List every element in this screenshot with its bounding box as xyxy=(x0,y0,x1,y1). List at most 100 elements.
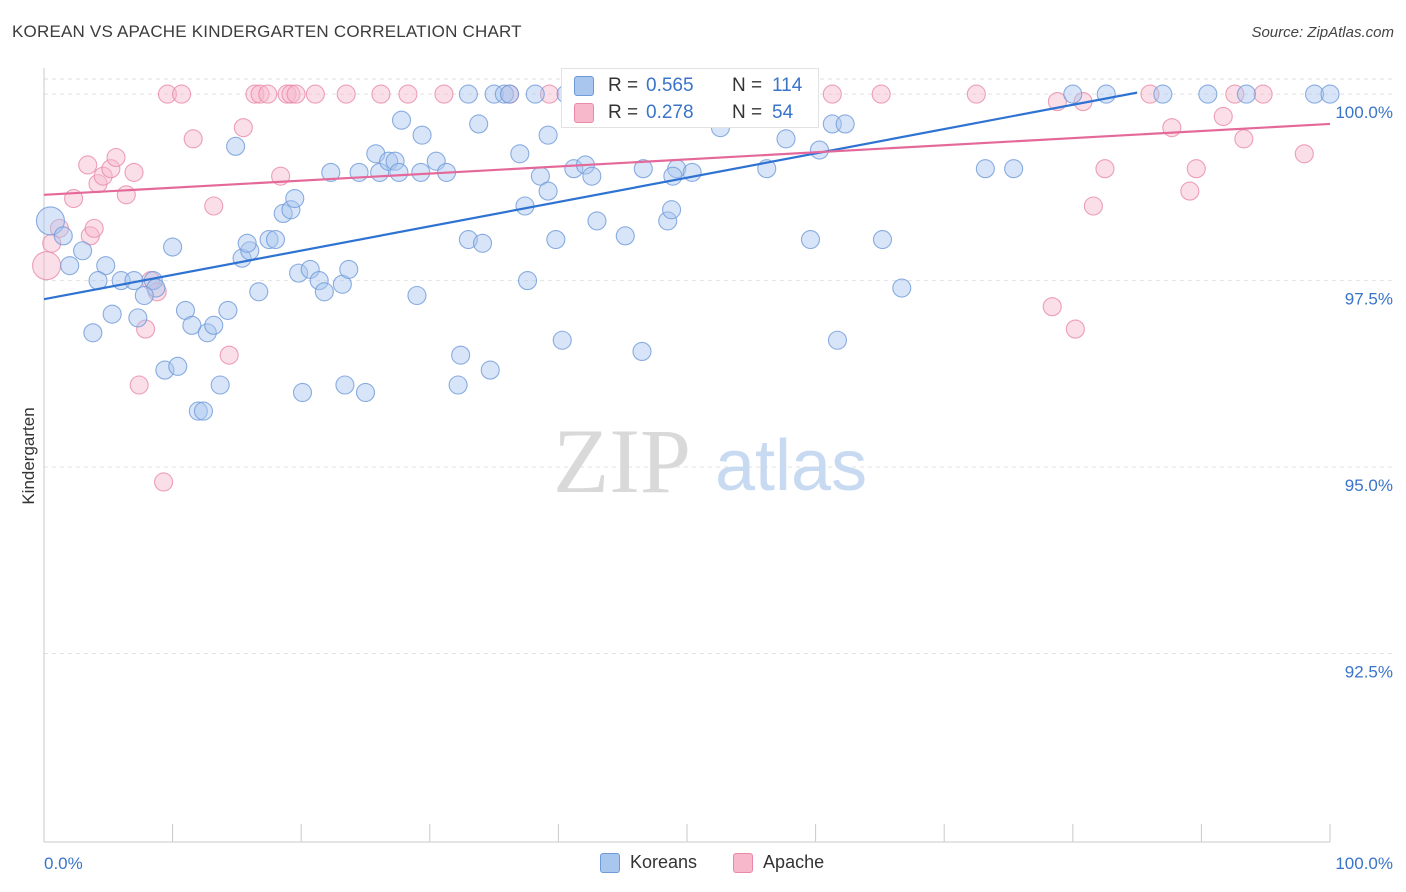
apache-n-label: N = xyxy=(732,102,763,123)
x-tick-label: 100.0% xyxy=(1335,854,1393,873)
koreans-point xyxy=(102,304,122,324)
koreans-point xyxy=(633,159,653,179)
koreans-point xyxy=(193,401,214,421)
y-tick-label: 97.5% xyxy=(1345,290,1393,309)
koreans-point xyxy=(632,341,652,361)
koreans-point xyxy=(385,151,405,171)
koreans-point xyxy=(484,84,504,104)
legend-swatch-apache xyxy=(733,852,754,873)
koreans-point xyxy=(515,196,535,216)
koreans-point xyxy=(587,211,607,231)
koreans-point xyxy=(458,84,478,104)
apache-point xyxy=(305,84,325,104)
koreans-point xyxy=(281,200,301,220)
koreans-point xyxy=(582,166,602,186)
apache-point xyxy=(1042,297,1062,317)
koreans-point xyxy=(546,230,566,250)
koreans-n-label: N = xyxy=(732,75,763,96)
koreans-point xyxy=(800,230,821,250)
koreans-point xyxy=(339,259,359,279)
legend-item-apache[interactable]: Apache xyxy=(733,852,824,873)
koreans-trend-line xyxy=(43,91,1138,301)
legend-label-apache: Apache xyxy=(763,852,825,872)
koreans-point xyxy=(451,345,471,365)
koreans-stat-swatch xyxy=(574,76,594,96)
apache-point xyxy=(219,345,239,365)
apache-point xyxy=(78,155,98,175)
correlation-stats-box: R = 0.565 N = 114 R = 0.278 N = 54 xyxy=(561,68,819,128)
koreans-point xyxy=(538,181,558,201)
koreans-point xyxy=(872,230,893,250)
koreans-point xyxy=(469,114,489,134)
apache-trend-line xyxy=(43,122,1331,196)
y-tick-label: 100.0% xyxy=(1335,103,1393,122)
koreans-n-value: 114 xyxy=(772,75,803,96)
apache-point xyxy=(116,185,136,205)
koreans-point xyxy=(658,211,678,231)
apache-point xyxy=(871,84,891,104)
koreans-point xyxy=(499,84,520,104)
koreans-point xyxy=(827,330,848,350)
apache-point xyxy=(398,84,418,104)
koreans-stat-row: R = 0.565 N = 114 xyxy=(574,73,802,99)
apache-point xyxy=(1180,181,1200,201)
koreans-point xyxy=(391,110,412,130)
apache-point xyxy=(1095,159,1115,179)
apache-point xyxy=(1253,84,1273,104)
koreans-point xyxy=(525,84,545,104)
koreans-point xyxy=(552,330,572,350)
koreans-point xyxy=(314,282,334,302)
koreans-point xyxy=(776,129,796,149)
chart-title: KOREAN VS APACHE KINDERGARTEN CORRELATIO… xyxy=(12,22,522,41)
koreans-point xyxy=(237,233,257,253)
koreans-point xyxy=(835,114,855,134)
apache-point xyxy=(84,218,104,238)
apache-stat-swatch xyxy=(574,103,594,123)
apache-n-value: 54 xyxy=(772,102,794,123)
koreans-point xyxy=(510,144,530,164)
koreans-point xyxy=(1305,84,1325,104)
apache-point xyxy=(539,84,559,104)
koreans-point xyxy=(182,315,202,335)
koreans-point xyxy=(1004,159,1024,179)
apache-point xyxy=(1225,84,1245,104)
koreans-point xyxy=(1236,84,1256,104)
koreans-point xyxy=(412,125,432,145)
koreans-point xyxy=(265,230,286,250)
apache-point xyxy=(154,472,174,492)
apache-point xyxy=(286,84,306,104)
apache-point xyxy=(1083,196,1103,216)
koreans-point xyxy=(321,162,341,182)
koreans-point xyxy=(249,282,269,302)
apache-point xyxy=(1234,129,1254,149)
koreans-point xyxy=(226,136,246,156)
koreans-point xyxy=(809,140,830,160)
legend-item-koreans[interactable]: Koreans xyxy=(600,852,697,873)
tick-labels: 100.0% 97.5% 95.0% 92.5% 0.0% 100.0% xyxy=(44,103,1393,873)
koreans-point xyxy=(53,226,73,246)
apache-r-value: 0.278 xyxy=(646,102,694,123)
koreans-point xyxy=(564,159,584,179)
watermark-atlas: atlas xyxy=(715,426,867,506)
koreans-point xyxy=(407,285,427,306)
koreans-point xyxy=(892,278,912,298)
koreans-point xyxy=(335,375,355,395)
koreans-point xyxy=(259,230,279,250)
apache-point xyxy=(101,159,121,179)
koreans-point xyxy=(517,271,538,291)
y-axis-label: Kindergarten xyxy=(19,407,38,504)
koreans-point xyxy=(1198,84,1218,104)
koreans-point xyxy=(1153,84,1173,104)
apache-point xyxy=(336,84,356,104)
apache-point xyxy=(204,196,224,216)
koreans-point xyxy=(188,401,208,421)
koreans-point xyxy=(163,237,183,257)
koreans-point xyxy=(96,256,116,276)
koreans-point xyxy=(480,360,500,380)
apache-point xyxy=(1294,144,1314,164)
apache-point xyxy=(822,84,842,104)
legend-label-koreans: Koreans xyxy=(630,852,698,872)
koreans-point xyxy=(197,323,217,343)
apache-point xyxy=(371,84,391,104)
